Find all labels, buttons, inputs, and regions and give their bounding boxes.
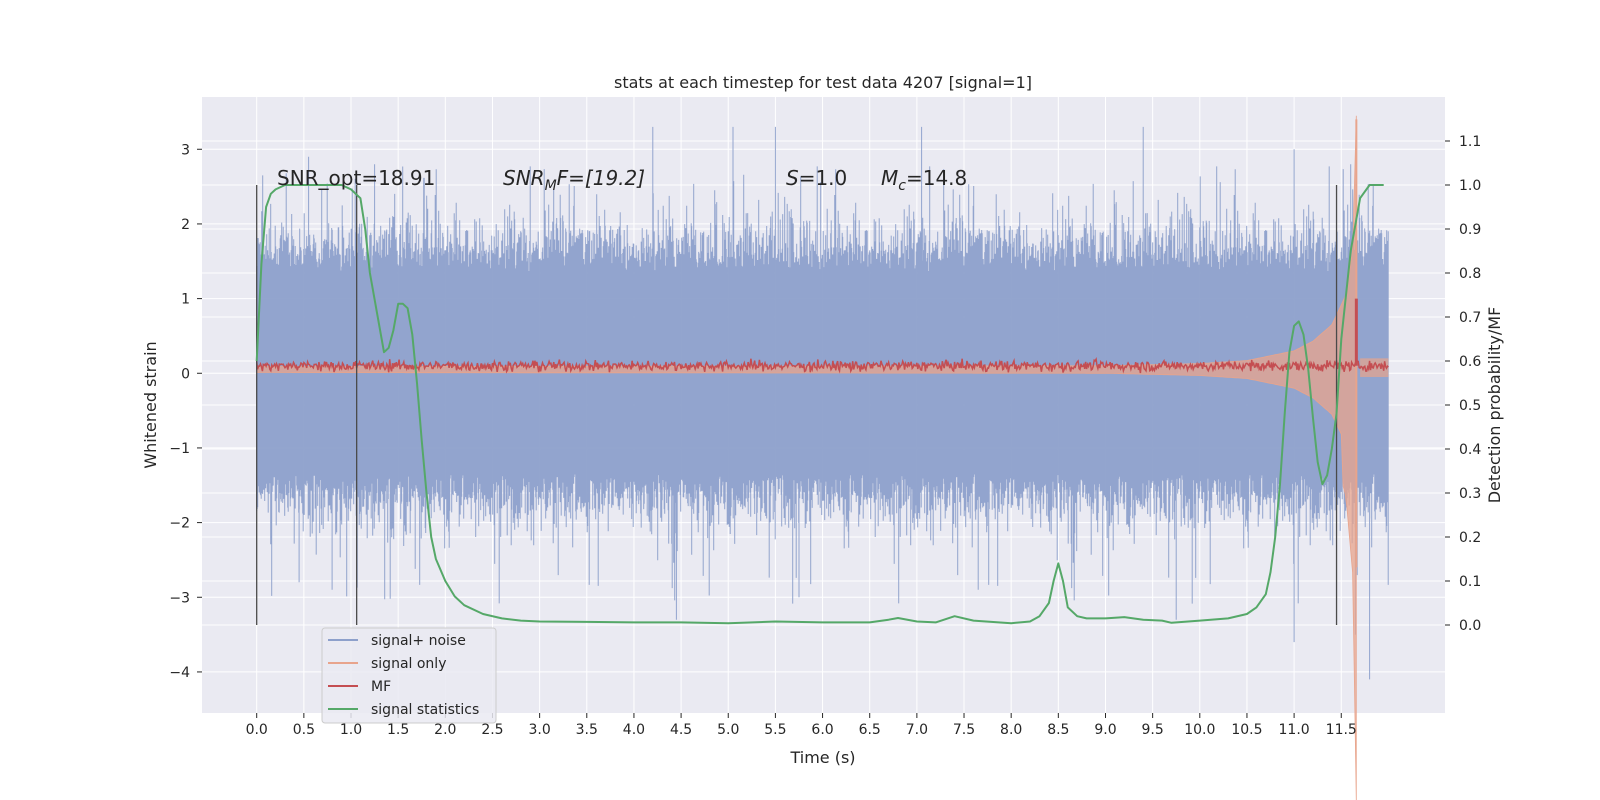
mf-line (255, 356, 1389, 374)
y-tick-label: −1 (169, 441, 190, 457)
x-tick-label: 1.0 (340, 722, 362, 738)
legend: signal+ noise signal only MF signal stat… (321, 627, 497, 724)
annotation-mc-base: M (881, 166, 898, 190)
x-tick-label: 7.5 (953, 722, 975, 738)
x-tick-label: 1.5 (387, 722, 409, 738)
x-tick-label: 0.0 (246, 722, 268, 738)
series-layer (255, 115, 1389, 800)
y-tick-label: 0 (181, 366, 190, 382)
y-tick-label: 3 (181, 142, 190, 158)
axes: 0.0 0.5 1.0 1.5 2.0 2.5 3.0 3.5 4.0 4.5 5.0 5.5 6.0 6… (169, 134, 1481, 738)
y2-tick-label: 0.5 (1459, 398, 1481, 414)
annotation-snr-mf: SNRMF=[19.2] (503, 166, 645, 194)
legend-box (321, 627, 497, 724)
y2-tick-label: 0.4 (1459, 442, 1481, 458)
x-tick-label: 2.5 (481, 722, 503, 738)
x-tick-label: 2.0 (434, 722, 456, 738)
x-tick-label: 8.5 (1047, 722, 1069, 738)
y2-tick-label: 0.3 (1459, 486, 1481, 502)
signal-statistics-line (255, 184, 1384, 625)
x-tick-label: 0.5 (293, 722, 315, 738)
x-tick-label: 8.0 (1000, 722, 1022, 738)
x-tick-label: 10.5 (1231, 722, 1262, 738)
y-tick-label: −4 (169, 665, 190, 681)
legend-label-mf: MF (371, 679, 391, 695)
x-tick-label: 9.5 (1142, 722, 1164, 738)
x-tick-label: 3.0 (528, 722, 550, 738)
legend-label-signal-noise: signal+ noise (371, 633, 466, 649)
y-tick-label: 1 (181, 292, 190, 308)
y2-axis-label: Detection probability/MF (1485, 307, 1504, 504)
x-tick-label: 5.0 (717, 722, 739, 738)
x-tick-label: 7.0 (906, 722, 928, 738)
x-tick-label: 4.0 (623, 722, 645, 738)
y2-tick-label: 0.2 (1459, 530, 1481, 546)
x-axis-label: Time (s) (789, 748, 855, 767)
annotation-snr-mf-tail: F=[19.2] (557, 166, 645, 190)
annotation-snr-mf-base: SNR (503, 166, 545, 190)
y2-tick-label: 0.0 (1459, 618, 1481, 634)
y2-tick-label: 0.9 (1459, 222, 1481, 238)
annotation-s: S=1.0 (786, 166, 847, 190)
y2-tick-label: 1.0 (1459, 178, 1481, 194)
x-tick-label: 11.5 (1326, 722, 1357, 738)
x-tick-label: 6.5 (859, 722, 881, 738)
annotation-s-var: S (786, 166, 799, 190)
annotation-snr-opt: SNR_opt=18.91 (277, 166, 435, 190)
y2-tick-label: 0.6 (1459, 354, 1481, 370)
annotation-snr-mf-sub: M (545, 178, 557, 194)
x-tick-label: 10.0 (1184, 722, 1215, 738)
y2-tick-label: 0.8 (1459, 266, 1481, 282)
annotation-mc-sub: c (898, 178, 906, 194)
y-tick-label: 2 (181, 217, 190, 233)
x-tick-label: 11.0 (1279, 722, 1310, 738)
y2-tick-label: 0.1 (1459, 574, 1481, 590)
y-axis-label: Whitened strain (141, 341, 160, 468)
y-tick-label: −2 (169, 516, 190, 532)
chart-title: stats at each timestep for test data 420… (614, 73, 1032, 92)
annotation-s-tail: =1.0 (799, 166, 848, 190)
y-tick-label: −3 (169, 590, 190, 606)
x-tick-label: 9.0 (1094, 722, 1116, 738)
annotation-mc: Mc=14.8 (881, 166, 967, 194)
annotation-mc-tail: =14.8 (906, 166, 967, 190)
x-tick-label: 5.5 (764, 722, 786, 738)
x-tick-label: 3.5 (576, 722, 598, 738)
y2-tick-label: 1.1 (1459, 134, 1481, 150)
x-tick-label: 6.0 (811, 722, 833, 738)
legend-label-signal-only: signal only (371, 656, 446, 672)
x-tick-label: 4.5 (670, 722, 692, 738)
y2-tick-label: 0.7 (1459, 310, 1481, 326)
legend-label-signal-statistics: signal statistics (371, 702, 479, 718)
